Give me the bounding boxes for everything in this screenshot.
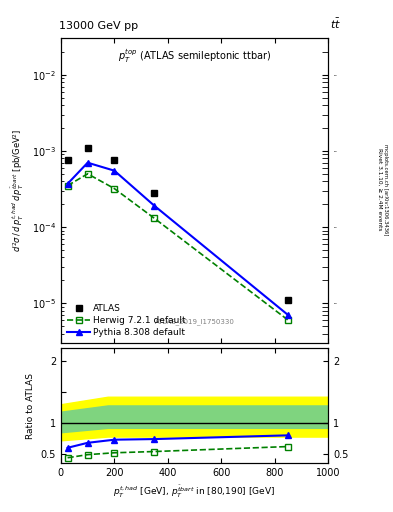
ATLAS — [112, 157, 117, 163]
Text: Rivet 3.1.10, ≥ 2.4M events: Rivet 3.1.10, ≥ 2.4M events — [377, 148, 382, 231]
ATLAS — [286, 297, 290, 303]
Pythia 8.308 default — [286, 312, 290, 318]
Pythia 8.308 default — [85, 160, 90, 166]
Herwig 7.2.1 default — [65, 183, 70, 189]
Pythia 8.308 default — [152, 203, 157, 209]
Text: 13000 GeV pp: 13000 GeV pp — [59, 20, 138, 31]
Line: Herwig 7.2.1 default: Herwig 7.2.1 default — [64, 170, 292, 324]
Text: $t\bar{t}$: $t\bar{t}$ — [331, 16, 342, 31]
Y-axis label: $d^2\sigma\,/\,d\,p_T^{t,had}\,d\,p_T^{\bar{t}bar{t}}$ [pb/GeV$^2$]: $d^2\sigma\,/\,d\,p_T^{t,had}\,d\,p_T^{\… — [10, 129, 26, 252]
Text: $p_T^{top}$ (ATLAS semileptonic ttbar): $p_T^{top}$ (ATLAS semileptonic ttbar) — [118, 48, 271, 66]
Herwig 7.2.1 default — [286, 317, 290, 323]
Herwig 7.2.1 default — [112, 185, 117, 191]
Pythia 8.308 default — [112, 167, 117, 174]
Herwig 7.2.1 default — [85, 170, 90, 177]
Pythia 8.308 default — [65, 181, 70, 187]
Text: mcplots.cern.ch [arXiv:1306.3436]: mcplots.cern.ch [arXiv:1306.3436] — [383, 144, 387, 235]
Text: ATLAS_2019_I1750330: ATLAS_2019_I1750330 — [154, 318, 235, 325]
Y-axis label: Ratio to ATLAS: Ratio to ATLAS — [26, 373, 35, 439]
ATLAS — [152, 190, 157, 196]
Line: ATLAS: ATLAS — [64, 144, 292, 304]
Legend: ATLAS, Herwig 7.2.1 default, Pythia 8.308 default: ATLAS, Herwig 7.2.1 default, Pythia 8.30… — [65, 303, 188, 338]
ATLAS — [65, 157, 70, 163]
X-axis label: $p_T^{t,had}$ [GeV], $p_T^{\bar{t}bar{t}}$ in [80,190] [GeV]: $p_T^{t,had}$ [GeV], $p_T^{\bar{t}bar{t}… — [114, 484, 275, 500]
ATLAS — [85, 145, 90, 151]
Herwig 7.2.1 default — [152, 216, 157, 222]
Line: Pythia 8.308 default: Pythia 8.308 default — [64, 159, 292, 318]
